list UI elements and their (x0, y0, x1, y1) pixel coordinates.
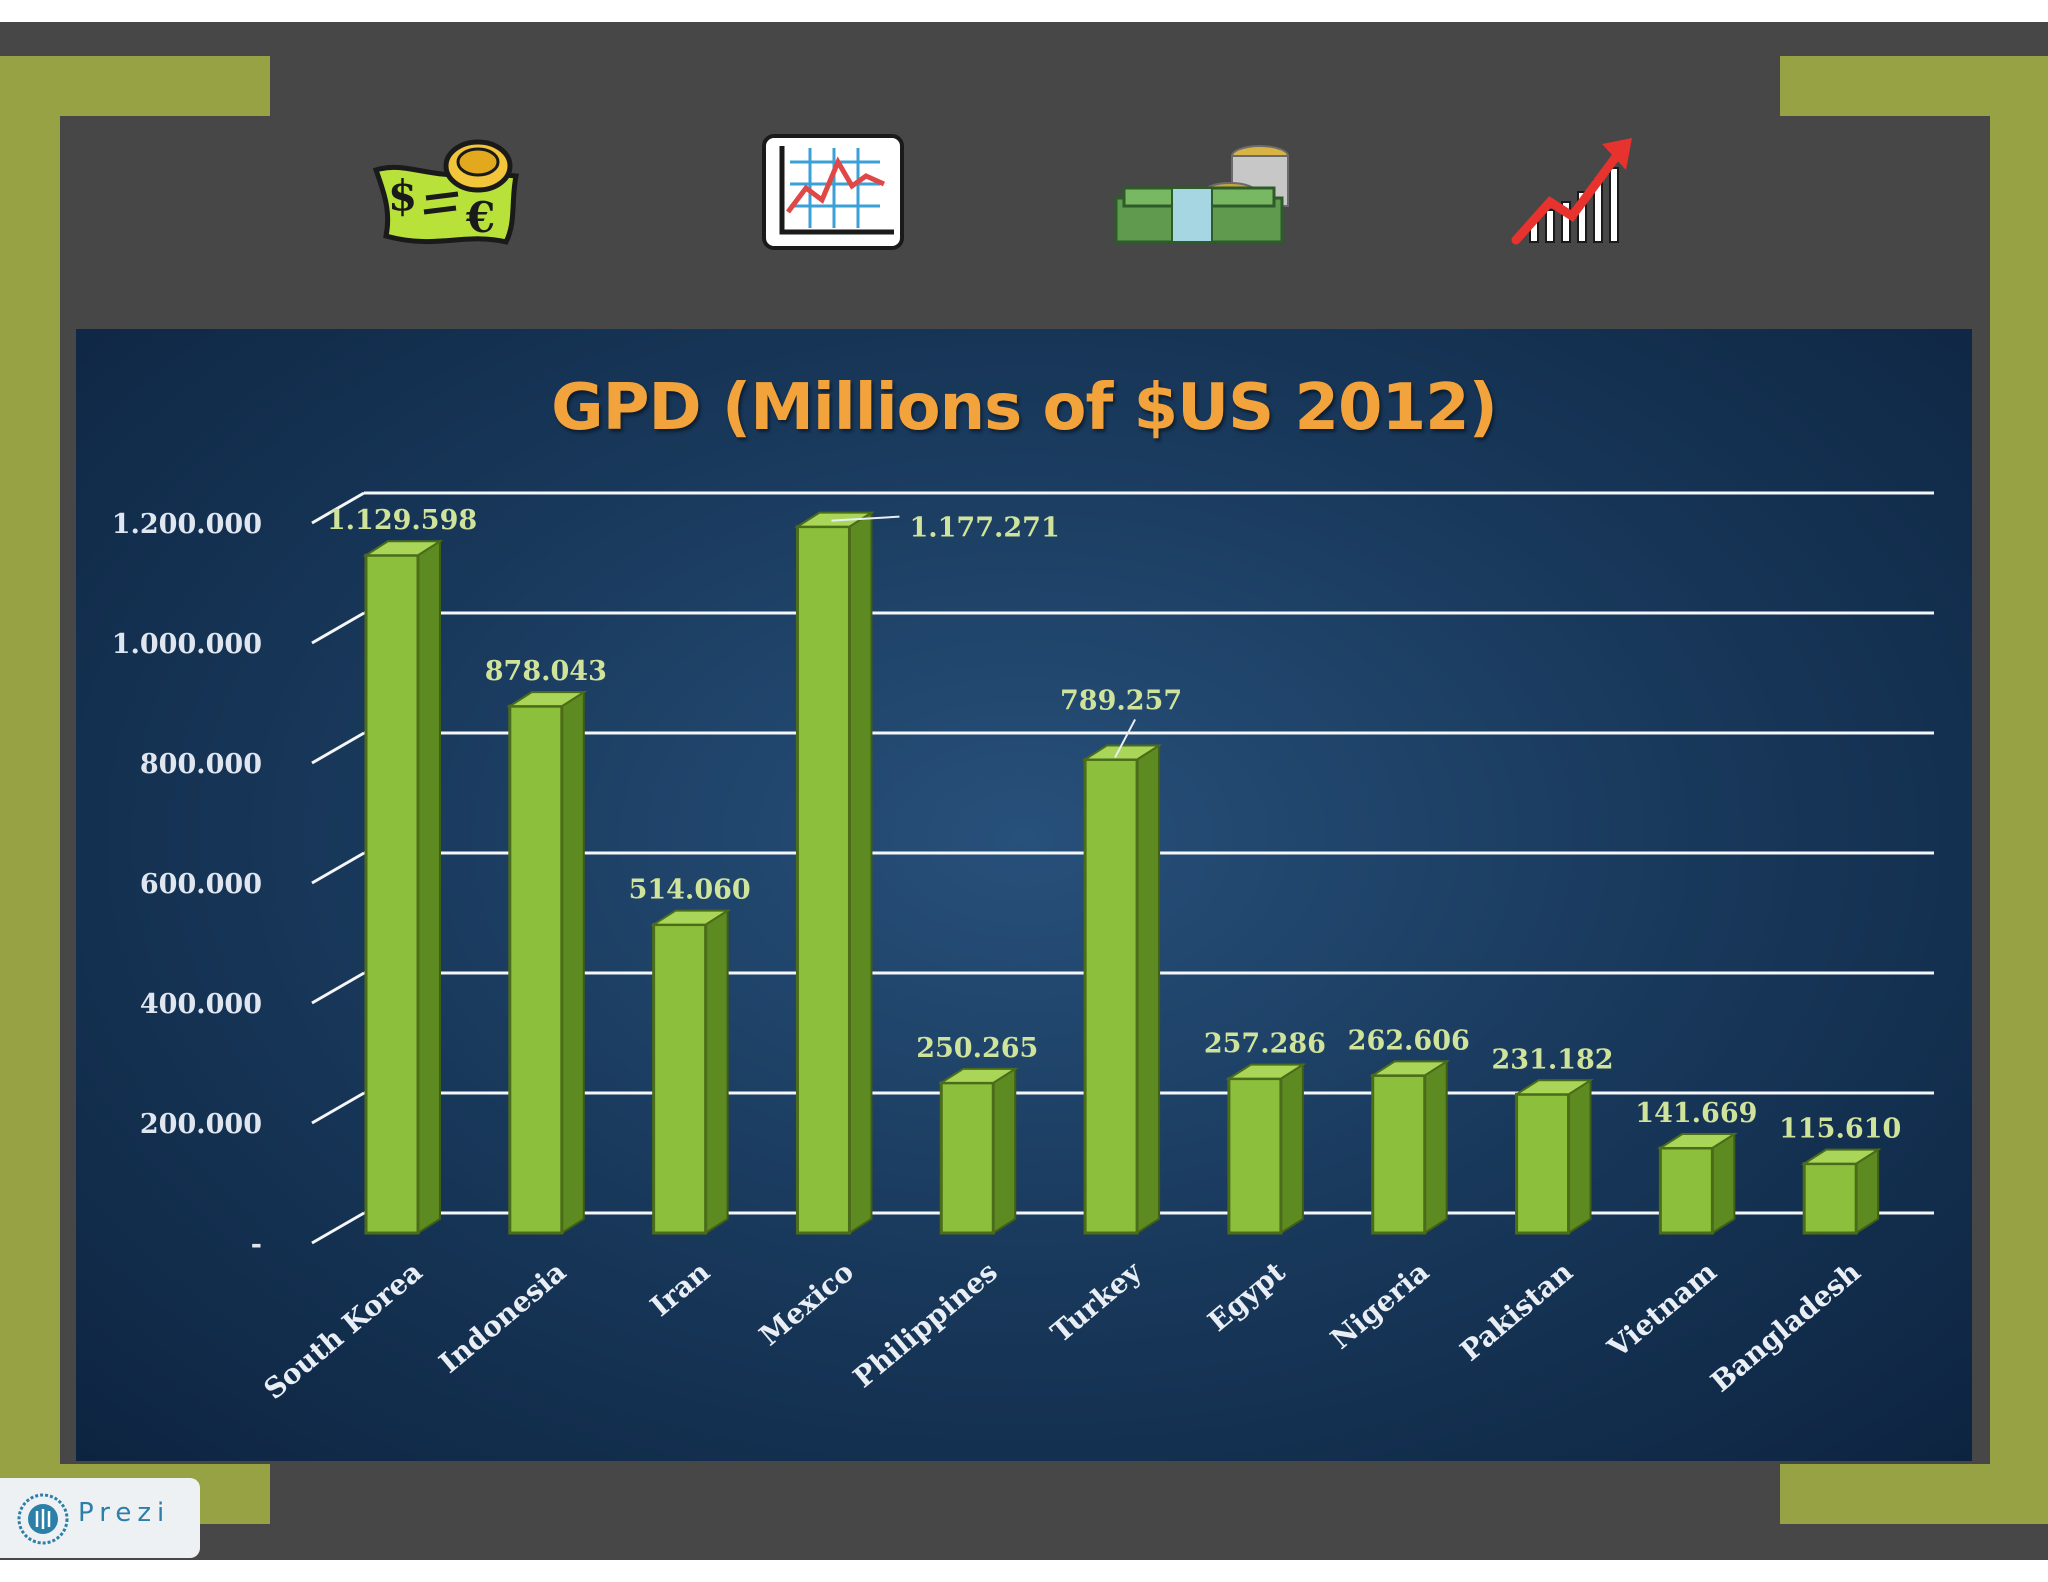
prezi-logo-icon (17, 1493, 69, 1545)
bar (1515, 1092, 1571, 1235)
chart-title: GPD (Millions of $US 2012) (551, 371, 1498, 445)
bar (1083, 757, 1139, 1235)
bar (1227, 1077, 1283, 1235)
value-label: 878.043 (485, 656, 607, 687)
category-label: Bangladesh (1704, 1255, 1866, 1399)
category-label: Turkey (1045, 1255, 1149, 1349)
svg-text:€: € (465, 193, 495, 242)
category-label: Mexico (753, 1255, 860, 1352)
value-label: 141.669 (1635, 1098, 1757, 1129)
slide-background: $ € (0, 22, 2048, 1560)
y-tick-label: 600.000 (140, 869, 262, 900)
value-label: 789.257 (1060, 685, 1182, 716)
value-label: 262.606 (1348, 1025, 1470, 1056)
bar (795, 525, 851, 1235)
bar-top (1369, 1060, 1451, 1077)
bars-layer (362, 510, 1882, 1235)
bar-side (848, 510, 873, 1235)
value-label: 115.610 (1779, 1114, 1901, 1145)
y-tick-label: 1.000.000 (112, 629, 262, 660)
bar-side (560, 690, 585, 1235)
bar-top (1081, 744, 1163, 761)
bar-top (506, 691, 588, 708)
y-tick-label: - (251, 1229, 262, 1260)
chart-panel: GPD (Millions of $US 2012) - 200.000 400.0… (76, 329, 1972, 1461)
rising-bars-arrow-icon (1511, 138, 1632, 245)
category-label: Pakistan (1454, 1255, 1579, 1367)
gridline-depth (311, 971, 365, 1005)
money-bill-coin-icon: $ € (372, 139, 519, 245)
category-label: Nigeria (1324, 1255, 1435, 1356)
prezi-badge[interactable]: Prezi (0, 1478, 200, 1558)
gridline-depth (311, 491, 365, 525)
bar-side (1423, 1059, 1448, 1235)
value-label: 231.182 (1491, 1044, 1613, 1075)
gridline-depth (311, 851, 365, 885)
category-label: Indonesia (433, 1255, 573, 1380)
category-label: Iran (644, 1255, 716, 1323)
prezi-label: Prezi (78, 1498, 171, 1528)
bar-side (1136, 743, 1161, 1235)
gridline-depth (311, 611, 365, 645)
value-label: 250.265 (916, 1033, 1038, 1064)
category-label: Philippines (847, 1255, 1004, 1394)
y-tick-label: 400.000 (140, 989, 262, 1020)
bar (1371, 1073, 1427, 1235)
line-chart-board-icon (762, 134, 904, 250)
leader-line (1114, 718, 1136, 758)
y-tick-label: 200.000 (140, 1109, 262, 1140)
gridline-depth (311, 1091, 365, 1125)
value-label: 514.060 (629, 875, 751, 906)
bar-side (417, 539, 441, 1235)
category-label: Egypt (1201, 1255, 1291, 1338)
gridline-depth (311, 1211, 365, 1245)
bar-top (937, 1067, 1019, 1084)
bar-top (1656, 1132, 1738, 1149)
icons-row: $ € (0, 132, 2048, 272)
bar-side (992, 1067, 1017, 1235)
bar-top (1800, 1148, 1882, 1165)
bar-side (704, 908, 729, 1235)
corner-bracket-top-left-vertical (0, 56, 60, 1486)
bar (1802, 1162, 1858, 1235)
bar-chart: - 200.000 400.000 600.000 800.000 1.000.000 1.… (112, 491, 1934, 1406)
bar (652, 923, 708, 1235)
bar-top (650, 909, 732, 926)
y-tick-label: 1.200.000 (112, 509, 262, 540)
value-label: 1.177.271 (909, 513, 1059, 544)
bar-side (1711, 1132, 1736, 1235)
bar (939, 1081, 995, 1235)
bar (364, 553, 420, 1235)
category-label: South Korea (258, 1255, 429, 1406)
bar (1658, 1146, 1714, 1235)
bar (508, 704, 564, 1235)
y-tick-label: 800.000 (140, 749, 262, 780)
bar-side (1567, 1078, 1592, 1235)
bar-top (362, 540, 444, 557)
cash-stack-coins-icon (1114, 145, 1289, 244)
corner-bracket-bottom-right (1780, 1464, 2048, 1524)
bar-top (1513, 1079, 1594, 1096)
svg-text:$: $ (388, 171, 417, 220)
bar-top (1225, 1063, 1307, 1080)
corner-bracket-top-right-vertical (1990, 56, 2048, 1486)
category-label: Vietnam (1601, 1255, 1723, 1365)
gridline-depth (311, 731, 365, 765)
value-label: 1.129.598 (327, 505, 477, 536)
value-label: 257.286 (1204, 1029, 1326, 1060)
leader-line (831, 515, 900, 522)
bar-side (1279, 1062, 1304, 1235)
